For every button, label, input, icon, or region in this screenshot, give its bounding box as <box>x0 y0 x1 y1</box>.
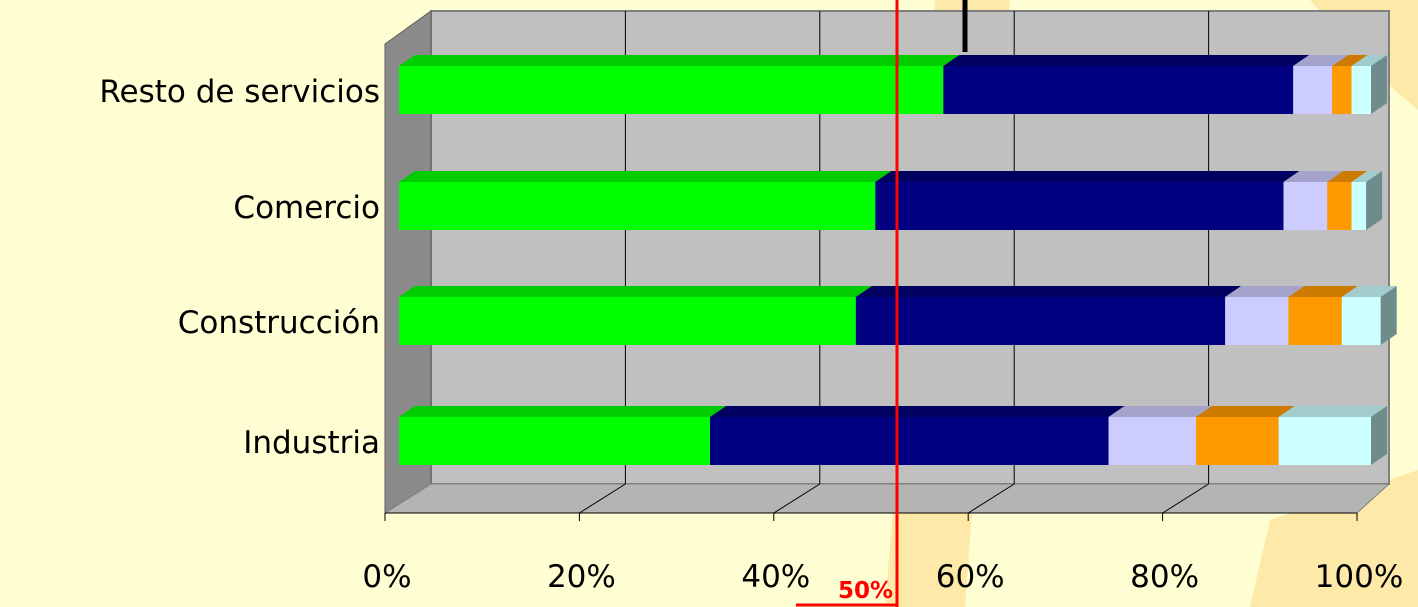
bar-segment <box>1108 406 1213 465</box>
bar-end-face <box>1371 406 1387 465</box>
bar-segment <box>1278 406 1387 465</box>
bar-segment <box>875 171 1300 230</box>
x-axis-ticks: 0% 20% 40% 60% 80% 100% <box>362 513 1403 595</box>
bar-segment-top <box>1225 286 1305 297</box>
bar-segment-top <box>399 286 872 297</box>
bar-segment-front <box>1351 66 1371 114</box>
bar-segment-top <box>855 286 1242 297</box>
bar-segment-front <box>1293 66 1333 114</box>
bar-segment-front <box>1196 417 1279 465</box>
bar-segment-front <box>1327 182 1352 230</box>
bar-segment-front <box>1341 297 1381 345</box>
bar-segment <box>1225 286 1305 345</box>
bar-segment <box>1293 55 1349 114</box>
category-label: Construcción <box>178 305 380 341</box>
bar-segment <box>943 55 1310 114</box>
bar-segment-top <box>1108 406 1213 417</box>
bar-segment <box>399 406 727 465</box>
bar-segment <box>399 286 872 345</box>
gridline <box>1162 483 1209 514</box>
x-tick-label: 20% <box>547 559 616 595</box>
bar-segment-top <box>399 55 960 66</box>
reference-label: 50% <box>838 578 893 604</box>
watermark-stroke <box>1250 470 1418 607</box>
x-tick-label: 100% <box>1315 559 1404 595</box>
category-label: Resto de servicios <box>99 74 380 110</box>
bar-segment-front <box>399 182 876 230</box>
category-label: Industria <box>243 425 380 461</box>
bar-segment-top <box>943 55 1310 66</box>
gridline <box>967 483 1015 514</box>
bar-segment-top <box>1341 286 1397 297</box>
x-tick-label: 0% <box>362 559 411 595</box>
bar-segment-top <box>399 171 892 182</box>
bar-segment <box>1351 55 1387 114</box>
bar-segment-top <box>1278 406 1387 417</box>
bar-segment <box>1196 406 1295 465</box>
bar-segment-front <box>1108 417 1197 465</box>
bar-segment <box>1327 171 1368 230</box>
bar-segment <box>399 171 892 230</box>
bar-segment <box>1283 171 1344 230</box>
bar-segment <box>399 55 960 114</box>
bar-segment-top <box>1283 171 1344 182</box>
bar-end-face <box>1371 55 1387 114</box>
bar-end-face <box>1366 171 1383 230</box>
bar-segment-front <box>1351 182 1367 230</box>
x-tick-label: 40% <box>741 559 810 595</box>
bar-segment-top <box>1327 171 1368 182</box>
bar-segment-front <box>399 417 711 465</box>
bar-segment-front <box>399 297 856 345</box>
bar-segment-front <box>1283 182 1328 230</box>
bar-segment-front <box>399 66 944 114</box>
bar-segment <box>1332 55 1368 114</box>
x-tick-label: 80% <box>1130 559 1199 595</box>
bar-segment-front <box>1278 417 1371 465</box>
bar-segment <box>1288 286 1358 345</box>
reference-marker: 50% <box>796 0 899 607</box>
bar-segment-top <box>1288 286 1358 297</box>
x-tick-label: 60% <box>936 559 1005 595</box>
bar-segment-front <box>1225 297 1289 345</box>
bar-segment-front <box>710 417 1109 465</box>
category-labels: Industria Construcción Comercio Resto de se… <box>99 74 380 461</box>
bar-segment-top <box>1332 55 1368 66</box>
bar-segment-top <box>1351 55 1387 66</box>
bar-segment-front <box>875 182 1284 230</box>
bar-segment-top <box>399 406 727 417</box>
bar-end-face <box>1380 286 1397 345</box>
bar-segment-front <box>943 66 1294 114</box>
bar-segment <box>710 406 1125 465</box>
bar-segment <box>855 286 1242 345</box>
bar-segment-top <box>1351 171 1383 182</box>
gridline <box>773 483 821 514</box>
plot-floor <box>383 483 1391 514</box>
bar-segment-front <box>1332 66 1352 114</box>
bar-segment-top <box>875 171 1300 182</box>
gridline <box>579 483 626 514</box>
bar-segment <box>1351 171 1383 230</box>
bar-segment-top <box>1293 55 1349 66</box>
bar-segment <box>1341 286 1397 345</box>
bar-segment-front <box>1288 297 1342 345</box>
bar-segment-top <box>1196 406 1295 417</box>
bar-segment-top <box>710 406 1125 417</box>
bars <box>399 0 1397 465</box>
bar-segment-front <box>855 297 1226 345</box>
category-label: Comercio <box>233 190 380 226</box>
